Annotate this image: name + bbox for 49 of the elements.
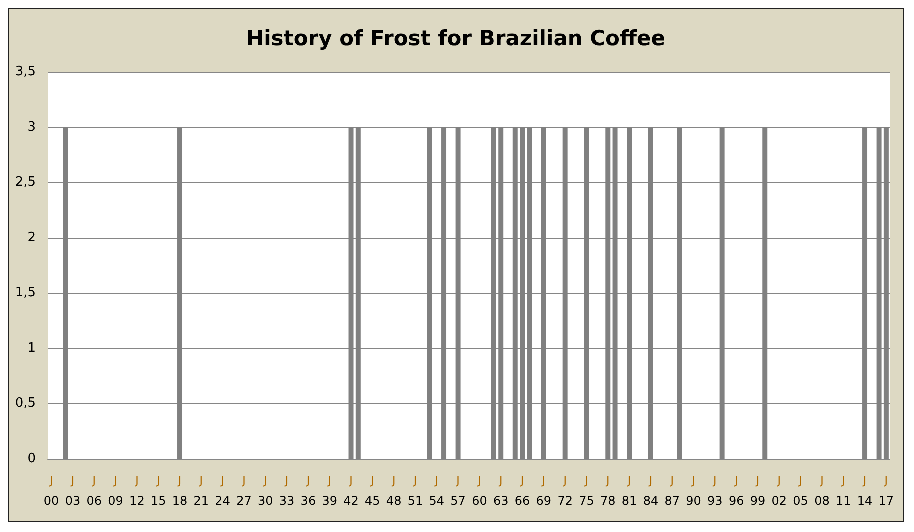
x-tick-label: J 17 — [878, 474, 894, 508]
x-tick-label: J 08 — [814, 474, 830, 508]
x-tick-label: J 87 — [664, 474, 680, 508]
x-tick-label: J 78 — [600, 474, 616, 508]
y-tick-label: 3,5 — [15, 64, 36, 80]
x-tick-label: J 93 — [708, 474, 723, 508]
x-tick-label: J 02 — [772, 474, 788, 508]
x-tick-label: J 24 — [215, 474, 230, 508]
x-tick-label: J 48 — [386, 474, 402, 508]
x-tick-label: J 51 — [408, 474, 424, 508]
x-tick-label: J 00 — [44, 474, 60, 508]
x-tick-label: J 69 — [536, 474, 552, 508]
x-tick-label: J 03 — [65, 474, 81, 508]
y-tick-label: 2 — [28, 230, 36, 246]
y-tick-label: 1 — [28, 340, 36, 356]
y-tick-label: 3 — [28, 120, 36, 135]
x-tick-label: J 09 — [108, 474, 124, 508]
x-tick-label: J 42 — [344, 474, 359, 508]
x-tick-label: J 27 — [236, 474, 252, 508]
x-tick-label: J 84 — [643, 474, 659, 508]
x-tick-label: J 45 — [365, 474, 380, 508]
x-tick-label: J 99 — [750, 474, 766, 508]
x-tick-label: J 57 — [450, 474, 466, 508]
x-tick-label: J 05 — [793, 474, 808, 508]
x-tick-label: J 72 — [558, 474, 573, 508]
x-tick-label: J 30 — [258, 474, 274, 508]
x-tick-label: J 90 — [686, 474, 702, 508]
x-tick-label: J 36 — [300, 474, 316, 508]
x-tick-label: J 81 — [622, 474, 638, 508]
x-tick-label: J 75 — [579, 474, 594, 508]
y-tick-label: 1,5 — [15, 286, 36, 301]
x-tick-label: J 63 — [493, 474, 509, 508]
x-tick-label: J 06 — [86, 474, 102, 508]
x-tick-label: J 54 — [429, 474, 445, 508]
x-tick-label: J 15 — [150, 474, 166, 508]
x-tick-label: J 14 — [857, 474, 873, 508]
x-tick-label: J 11 — [836, 474, 852, 508]
x-tick-label: J 39 — [322, 474, 338, 508]
y-tick-label: 0,5 — [15, 396, 36, 412]
chart-title: History of Frost for Brazilian Coffee — [246, 26, 666, 50]
x-tick-label: J 21 — [194, 474, 210, 508]
x-tick-label: J 18 — [172, 474, 188, 508]
x-tick-label: J 96 — [728, 474, 744, 508]
x-tick-label: J 12 — [130, 474, 145, 508]
y-tick-label: 2,5 — [15, 175, 36, 190]
x-tick-label: J 66 — [514, 474, 530, 508]
x-tick-label: J 60 — [472, 474, 488, 508]
y-tick-label: 0 — [28, 452, 36, 466]
x-tick-label: J 33 — [279, 474, 295, 508]
